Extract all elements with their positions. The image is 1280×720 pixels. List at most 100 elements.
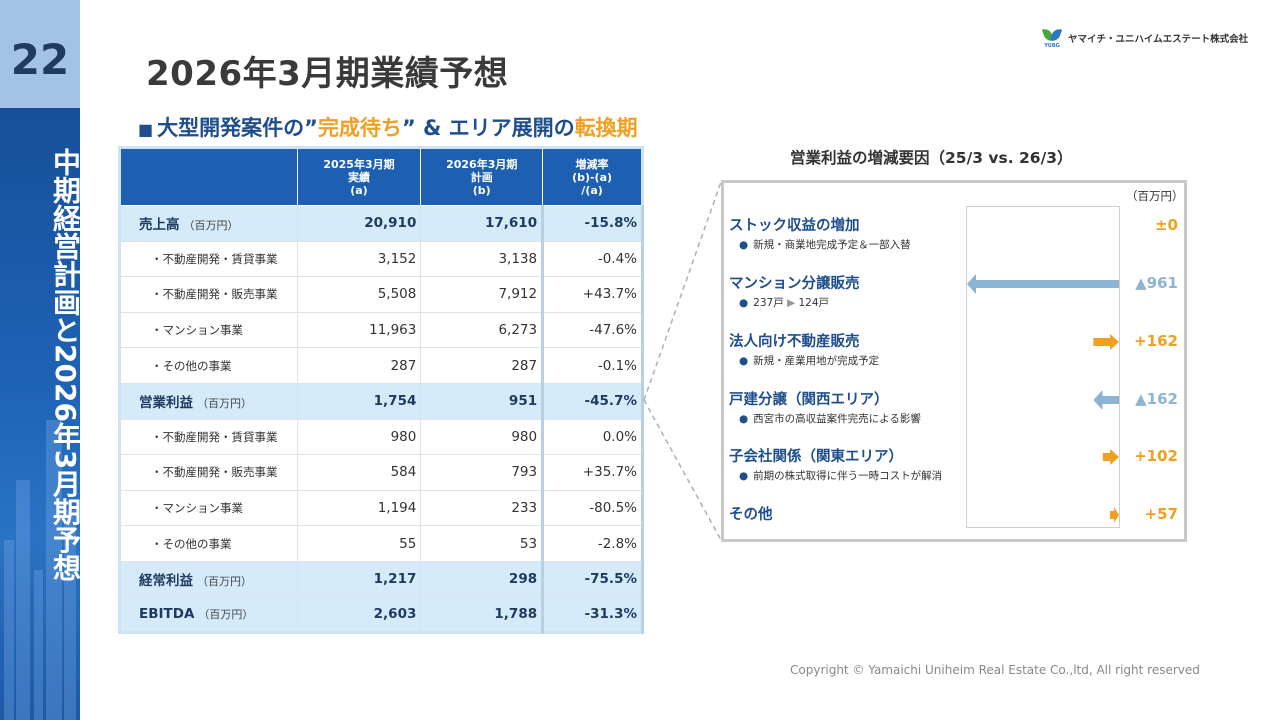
table-row: EBITDA （百万円） 2,603 1,788 -31.3%	[119, 596, 644, 634]
table-header-col: 増減率 (b)-(a)/(a)	[542, 147, 643, 206]
table-row: ・マンション事業 11,963 6,273 -47.6%	[119, 311, 644, 349]
table-header-col: 2026年3月期 計画 (b)	[420, 147, 544, 206]
cell-change-rate: -75.5%	[541, 560, 644, 598]
row-label: ・マンション事業	[119, 489, 298, 527]
cell-fy2025: 1,194	[296, 489, 422, 527]
decrease-arrow-icon	[1093, 390, 1119, 410]
cell-fy2026: 7,912	[420, 276, 544, 313]
subtitle: ■ 大型開発案件の”完成待ち” & エリア展開の転換期	[138, 116, 638, 140]
cell-change-rate: -0.4%	[541, 240, 644, 278]
cell-fy2026: 3,138	[420, 240, 544, 278]
row-label: EBITDA （百万円）	[119, 596, 298, 634]
table-row: ・その他の事業 287 287 -0.1%	[119, 347, 644, 384]
cell-fy2025: 1,754	[296, 382, 422, 420]
table-header-col: 2025年3月期 実績 (a)	[296, 147, 422, 206]
cell-fy2026: 951	[420, 382, 544, 420]
cell-fy2025: 980	[296, 418, 422, 456]
factor-item: マンション分譲販売 ● 237戸 ▶ 124戸	[729, 272, 979, 310]
play-arrow-icon: ▶	[787, 297, 796, 309]
company-logo: YUBG ヤマイチ・ユニハイムエステート株式会社	[1040, 26, 1248, 50]
cell-change-rate: +35.7%	[541, 454, 644, 491]
table-row: 営業利益 （百万円） 1,754 951 -45.7%	[119, 382, 644, 420]
table-header-blank	[119, 147, 298, 206]
factor-item: 戸建分譲（関西エリア） ● 西宮市の高収益案件完売による影響	[729, 388, 979, 426]
factor-item: 子会社関係（関東エリア） ● 前期の株式取得に伴う一時コストが解消	[729, 445, 979, 483]
factor-value: +162	[1134, 332, 1178, 350]
factor-item: その他	[729, 503, 979, 524]
cell-fy2026: 6,273	[420, 311, 544, 349]
factors-title: 営業利益の増減要因（25/3 vs. 26/3）	[790, 149, 1073, 167]
sidebar-band: 中期経営計画と2026年3月期予想	[0, 108, 80, 720]
bullet-icon: ●	[739, 470, 749, 482]
logo-mark-icon: YUBG	[1040, 26, 1064, 50]
factor-note: ● 新規・商業地完成予定＆一部入替	[739, 239, 911, 251]
cell-fy2025: 55	[296, 525, 422, 562]
factor-item: 法人向け不動産販売 ● 新規・産業用地が完成予定	[729, 330, 979, 368]
cell-fy2026: 980	[420, 418, 544, 456]
results-table: 2025年3月期 実績 (a) 2026年3月期 計画 (b) 増減率 (b)-(a)/(…	[118, 146, 644, 635]
increase-arrow-icon	[1093, 334, 1119, 350]
factor-name: 法人向け不動産販売	[729, 334, 860, 350]
decrease-arrow-icon	[967, 274, 1119, 294]
factor-value: ±0	[1154, 216, 1178, 234]
factor-value: +102	[1134, 447, 1178, 465]
copyright: Copyright © Yamaichi Uniheim Real Estate…	[790, 663, 1200, 677]
cell-change-rate: -47.6%	[541, 311, 644, 349]
cell-fy2025: 584	[296, 454, 422, 491]
cell-change-rate: 0.0%	[541, 418, 644, 456]
factor-note: ● 237戸 ▶ 124戸	[739, 297, 830, 309]
row-label: ・その他の事業	[119, 347, 298, 384]
cell-change-rate: -0.1%	[541, 347, 644, 384]
cell-fy2025: 2,603	[296, 596, 422, 634]
table-row: 経常利益 （百万円） 1,217 298 -75.5%	[119, 560, 644, 598]
factor-value: ▲961	[1135, 274, 1178, 292]
factor-name: ストック収益の増加	[729, 218, 860, 234]
row-label: 営業利益 （百万円）	[119, 382, 298, 420]
page-number: 22	[0, 0, 80, 108]
row-label: 経常利益 （百万円）	[119, 560, 298, 598]
cell-fy2026: 298	[420, 560, 544, 598]
cell-fy2025: 3,152	[296, 240, 422, 278]
factor-item: ストック収益の増加 ● 新規・商業地完成予定＆一部入替	[729, 214, 979, 252]
cell-change-rate: +43.7%	[541, 276, 644, 313]
table-row: ・その他の事業 55 53 -2.8%	[119, 525, 644, 562]
sidebar-title: 中期経営計画と2026年3月期予想	[49, 148, 80, 582]
page-title: 2026年3月期業績予想	[146, 54, 509, 94]
factor-value: +57	[1144, 505, 1178, 523]
cell-fy2026: 53	[420, 525, 544, 562]
row-label: ・その他の事業	[119, 525, 298, 562]
factor-note: ● 新規・産業用地が完成予定	[739, 355, 880, 367]
row-label: ・不動産開発・販売事業	[119, 276, 298, 313]
row-label: ・不動産開発・賃貸事業	[119, 418, 298, 456]
table-row: ・マンション事業 1,194 233 -80.5%	[119, 489, 644, 527]
cell-fy2025: 20,910	[296, 205, 422, 242]
cell-change-rate: -15.8%	[541, 205, 644, 242]
row-label: 売上高 （百万円）	[119, 205, 298, 242]
increase-arrow-icon	[1102, 449, 1119, 465]
factors-panel	[721, 180, 1187, 542]
bullet-icon: ●	[739, 239, 749, 251]
table-header-row: 2025年3月期 実績 (a) 2026年3月期 計画 (b) 増減率 (b)-(a)/(…	[119, 147, 643, 206]
cell-fy2025: 5,508	[296, 276, 422, 313]
factor-name: その他	[729, 507, 773, 523]
bullet-icon: ●	[739, 355, 749, 367]
factor-name: マンション分譲販売	[729, 276, 860, 292]
factor-note: ● 前期の株式取得に伴う一時コストが解消	[739, 470, 943, 482]
cell-fy2026: 17,610	[420, 205, 544, 242]
factor-value: ▲162	[1135, 390, 1178, 408]
factors-chart-area	[966, 206, 1120, 528]
table-row: ・不動産開発・販売事業 584 793 +35.7%	[119, 454, 644, 491]
table-row: 売上高 （百万円） 20,910 17,610 -15.8%	[119, 205, 644, 242]
square-bullet-icon: ■	[138, 120, 154, 139]
table-row: ・不動産開発・販売事業 5,508 7,912 +43.7%	[119, 276, 644, 313]
cell-fy2025: 1,217	[296, 560, 422, 598]
bullet-icon: ●	[739, 413, 749, 425]
factor-name: 戸建分譲（関西エリア）	[729, 392, 889, 408]
company-name: ヤマイチ・ユニハイムエステート株式会社	[1068, 34, 1249, 45]
table-row: ・不動産開発・賃貸事業 980 980 0.0%	[119, 418, 644, 456]
cell-fy2025: 11,963	[296, 311, 422, 349]
cell-change-rate: -31.3%	[541, 596, 644, 634]
